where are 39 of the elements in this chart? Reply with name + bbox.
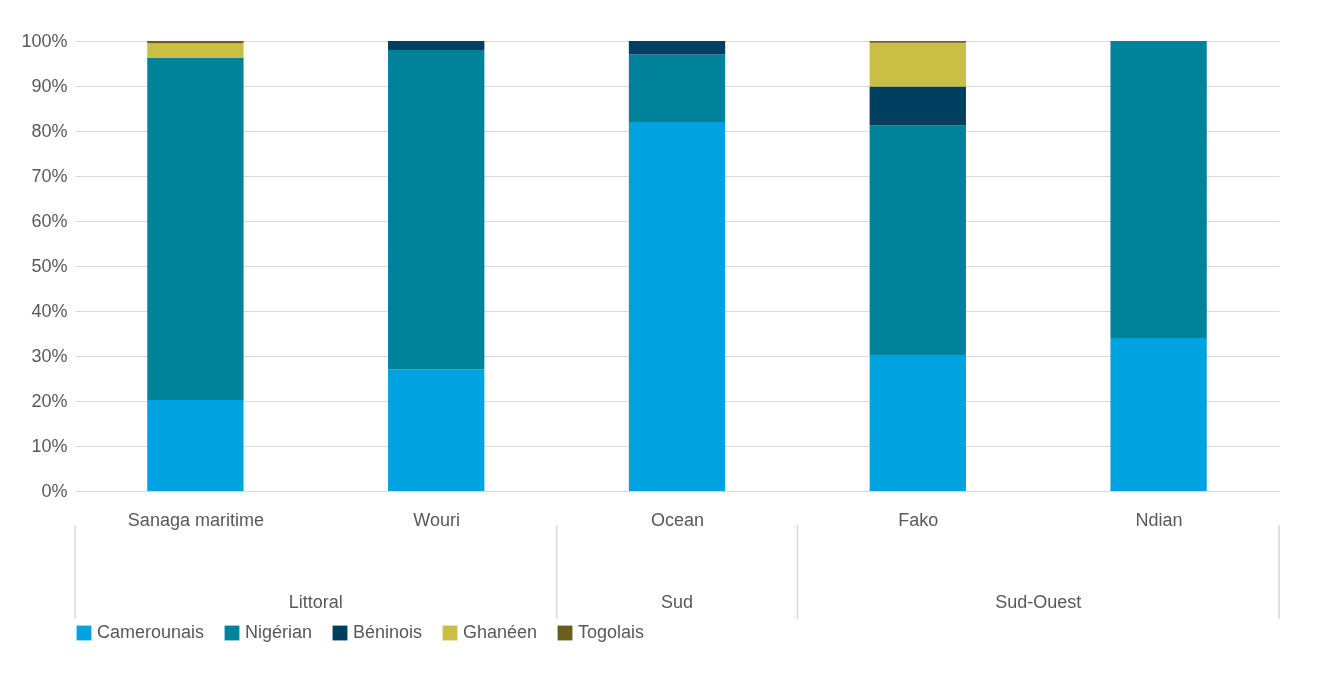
- y-tick-label: 70%: [31, 165, 68, 186]
- bar: [869, 125, 966, 356]
- legend-label: Togolais: [578, 622, 645, 642]
- y-tick-label: 40%: [31, 300, 68, 321]
- text: Sud: [660, 592, 694, 612]
- y-tick-label: 0%: [41, 480, 68, 501]
- text: Sud-Ouest: [995, 592, 1082, 612]
- bar: [388, 41, 485, 50]
- x-tick-label: Ocean: [650, 509, 705, 530]
- bar: [628, 122, 726, 491]
- y-tick-label: 90%: [31, 75, 68, 96]
- x-tick-label: Wouri: [413, 509, 461, 530]
- y-tick-label: 50%: [31, 255, 68, 276]
- bar: [628, 41, 726, 55]
- y-tick-label: 10%: [31, 435, 68, 456]
- legend-label: Camerounais: [97, 622, 205, 642]
- bar: [147, 400, 244, 491]
- y-tick-label: 100%: [21, 30, 68, 51]
- bar: [628, 54, 726, 122]
- y-tick-label: 30%: [31, 345, 68, 366]
- bar: [869, 86, 966, 126]
- x-tick-label: Sanaga maritime: [127, 509, 264, 530]
- legend-label: Ghanéen: [463, 622, 538, 642]
- y-tick-label: 20%: [31, 390, 68, 411]
- legend-label: Béninois: [353, 622, 423, 642]
- bar: [1110, 338, 1207, 491]
- legend-label: Nigérian: [245, 622, 313, 642]
- y-tick-label: 80%: [31, 120, 68, 141]
- bar: [147, 58, 244, 401]
- bar: [869, 42, 966, 87]
- bar: [1110, 41, 1207, 338]
- bar: [388, 50, 485, 370]
- text: Littoral: [288, 592, 343, 612]
- bar: [147, 43, 244, 59]
- x-tick-label: Fako: [898, 509, 939, 530]
- y-tick-label: 60%: [31, 210, 68, 231]
- bar: [388, 369, 485, 491]
- x-tick-label: Ndian: [1135, 509, 1183, 530]
- bar: [869, 355, 966, 491]
